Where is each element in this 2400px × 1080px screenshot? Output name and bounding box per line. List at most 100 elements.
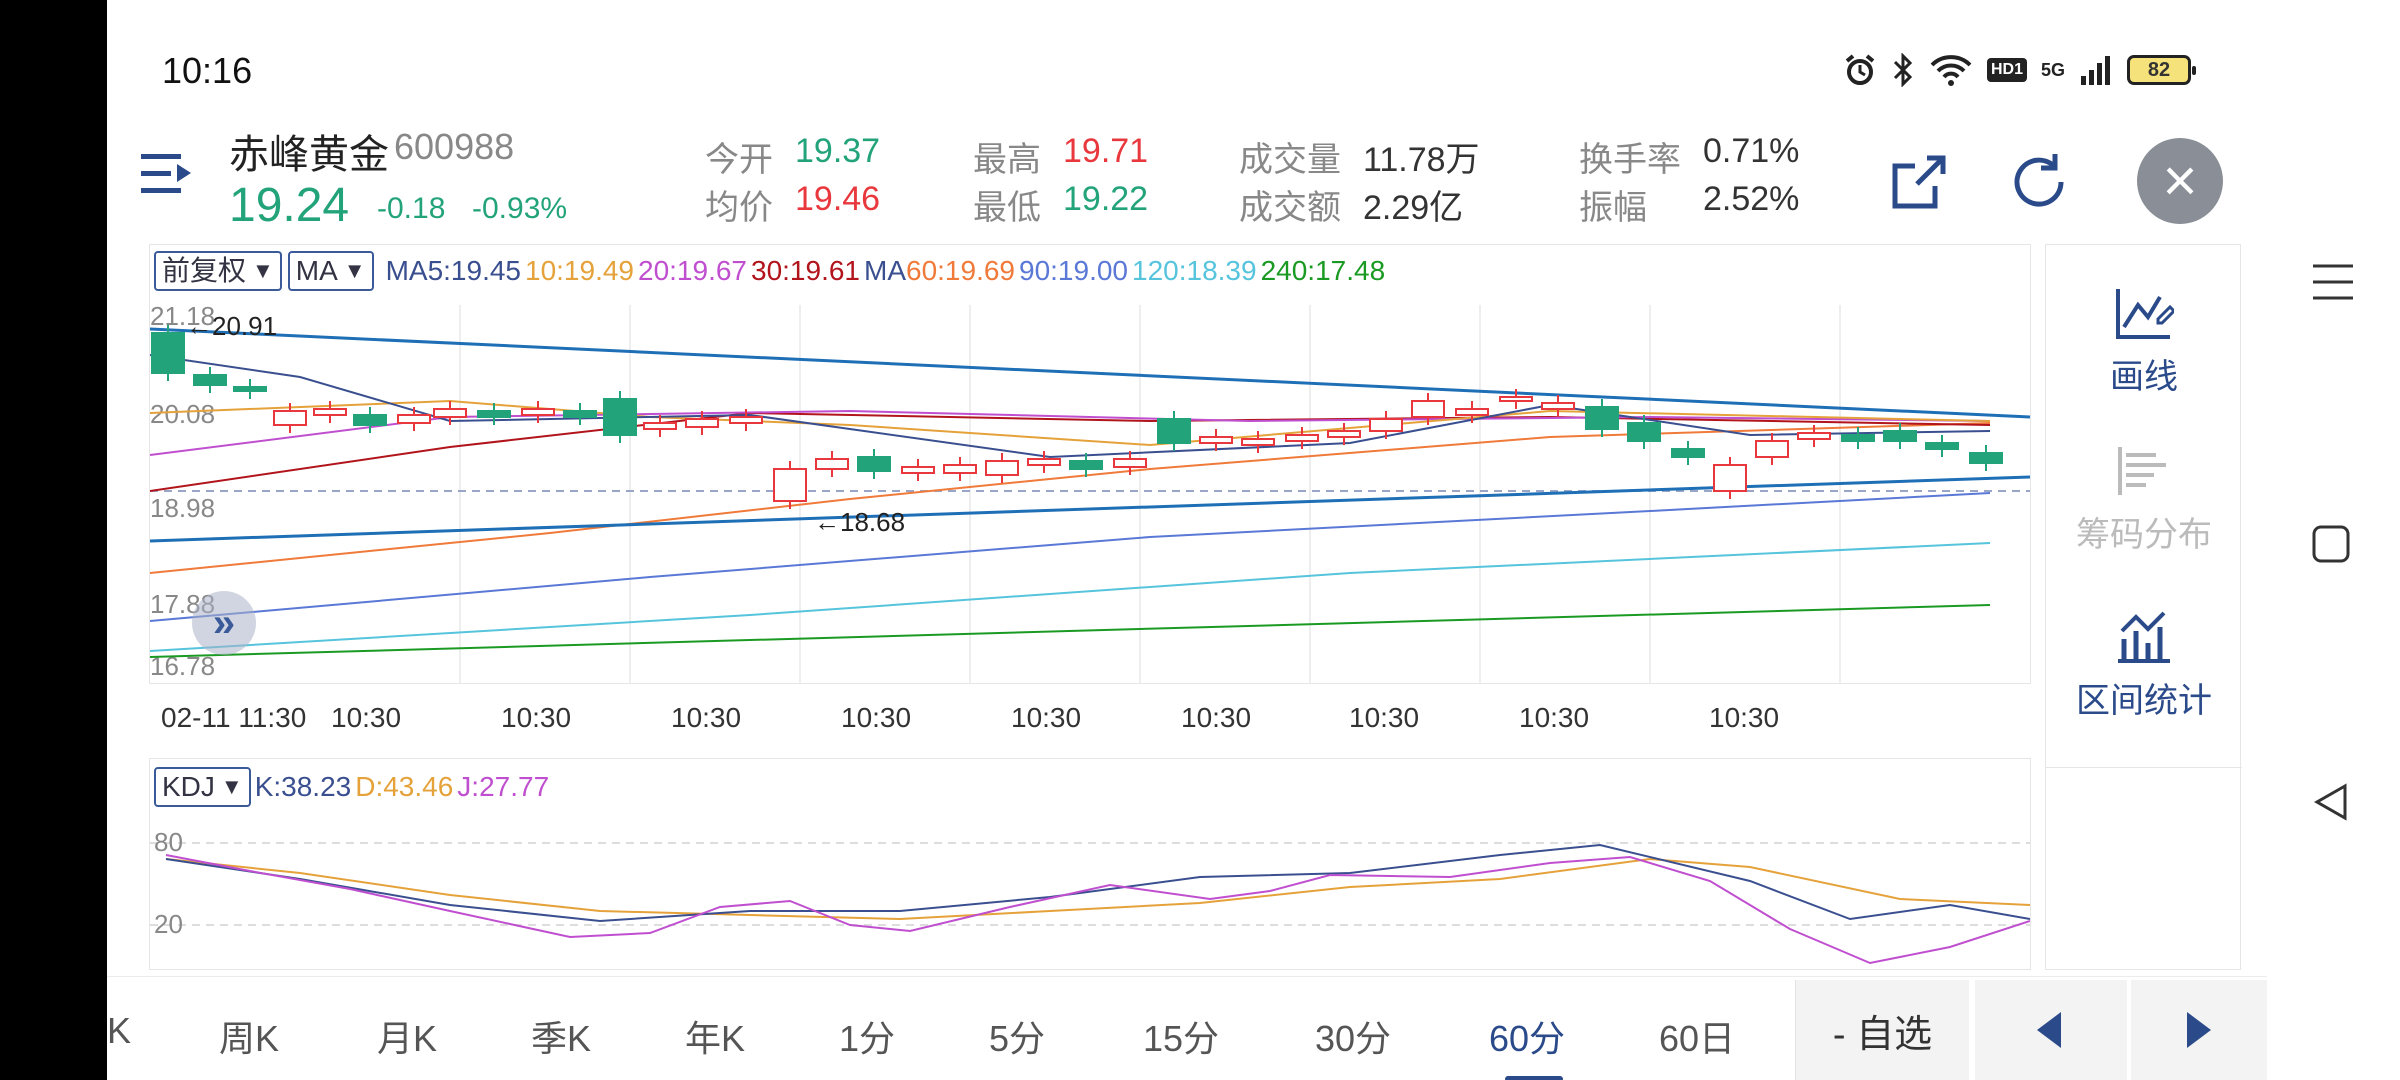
y-axis-label: 20.08 [150,399,215,429]
tab-1分[interactable]: 1分 [839,1018,896,1059]
candle-body [1797,432,1831,440]
time-axis-label: 02-11 11:30 [161,702,307,733]
min-price-marker: ←18.68 [814,507,905,537]
amplitude-label: 振幅 [1579,189,1647,227]
share-icon[interactable] [1887,150,1951,214]
candle-body [1241,438,1275,446]
kdj-select[interactable]: KDJ ▼ [154,767,251,807]
prev-stock-button[interactable] [1975,980,2127,1080]
time-axis: 02-11 11:30 10:30 10:30 10:30 10:30 10:30 10:3… [149,684,2031,754]
candle-body [1499,396,1533,402]
range-stats-icon [2118,611,2170,663]
candle-body [433,408,467,418]
tab-60日[interactable]: 60日 [1659,1018,1736,1059]
candle-body [815,458,849,470]
candle-body [1541,402,1575,410]
tab-季K[interactable]: 季K [531,1018,592,1059]
ma-line [150,422,1991,574]
avg-value: 19.46 [795,180,881,218]
high-label: 最高 [973,141,1041,179]
candle-body [1671,448,1705,458]
kdj-k-value: K:38.23 [254,771,352,802]
candle-body [1969,452,2003,464]
expand-button[interactable]: » [192,591,256,655]
y-axis-label: 21.18 [150,305,215,331]
system-nav-bar [2267,0,2400,1080]
chip-distribution-label: 筹码分布 [2076,516,2212,554]
kdj-plot: 80 20 [150,827,2030,965]
ma-legend-item: 10:19.49 [525,255,634,286]
range-stats-label: 区间统计 [2076,682,2212,720]
refresh-icon[interactable] [2007,150,2071,214]
indicator-select-value: MA [295,255,338,286]
trendline-lower [150,475,2030,543]
candle-body [603,398,637,436]
draw-line-button[interactable]: 画线 [2046,285,2242,398]
amount-value: 2.29亿 [1363,189,1464,227]
time-axis-label: 10:30 [671,702,742,733]
trendline-upper [150,327,2030,419]
open-label: 今开 [705,141,773,179]
close-button[interactable]: × [2137,138,2223,224]
candle-body [1925,442,1959,450]
triangle-left-icon [2037,1012,2061,1048]
battery-icon: 82 [2127,55,2196,85]
candle-body [643,422,677,430]
draw-line-icon [2116,289,2174,339]
kdj-chart[interactable]: KDJ ▼ K:38.23 D:43.46 J:27.77 80 20 [149,758,2031,970]
bluetooth-icon [1893,53,1913,87]
ma-legend: MA5:19.45 10:19.49 20:19.67 30:19.61 MA60:19… [386,255,1390,287]
tab-30分[interactable]: 30分 [1315,1018,1392,1059]
home-icon[interactable] [2311,524,2351,564]
tab-年K[interactable]: 年K [685,1018,746,1059]
candle-body [521,408,555,416]
amplitude-value: 2.52% [1703,180,1800,218]
next-stock-button[interactable] [2131,980,2267,1080]
kdj-y-label: 80 [154,827,183,857]
current-price: 19.24 [229,179,350,232]
candle-body [1455,408,1489,416]
close-icon: × [2162,147,2198,214]
tab-周K[interactable]: 周K [219,1018,280,1059]
price-change-pct: -0.93% [472,192,568,225]
kdj-select-value: KDJ [162,771,215,802]
adjust-select[interactable]: 前复权 ▼ [154,251,282,291]
candle-body [1157,418,1191,444]
ma-legend-item: 120:18.39 [1132,255,1257,286]
tab-60分[interactable]: 60分 [1489,1018,1566,1059]
status-time: 10:16 [162,50,253,91]
active-tab-indicator [1505,1076,1563,1080]
side-divider [2046,767,2242,768]
candle-body [1113,458,1147,468]
caret-down-icon: ▼ [220,774,243,799]
recent-apps-icon[interactable] [2311,262,2355,302]
time-axis-label: 10:30 [1011,702,1082,733]
candle-body [901,466,935,474]
back-icon[interactable] [2311,782,2351,822]
candle-body [985,460,1019,476]
tab-15分[interactable]: 15分 [1143,1018,1220,1059]
menu-icon[interactable] [139,146,195,202]
ma-legend-item: 90:19.00 [1019,255,1128,286]
range-stats-button[interactable]: 区间统计 [2046,609,2242,722]
max-price-marker: ←20.91 [186,311,277,341]
time-axis-label: 10:30 [501,702,572,733]
adjust-select-value: 前复权 [162,255,247,286]
tab-K[interactable]: K [107,1010,132,1051]
status-icons: HD1 5G 82 [1843,52,2196,88]
candle-body [1027,458,1061,466]
chip-distribution-button[interactable]: 筹码分布 [2046,443,2242,556]
candle-body [685,418,719,428]
amount-label: 成交额 [1239,189,1341,227]
remove-favorite-button[interactable]: - 自选 [1795,980,1969,1080]
open-value: 19.37 [795,132,881,170]
stock-name: 赤峰黄金 [229,133,389,177]
indicator-select[interactable]: MA ▼ [287,251,374,291]
triangle-right-icon [2187,1012,2211,1048]
candle-body [857,456,891,472]
tab-月K[interactable]: 月K [377,1018,438,1059]
candlestick-chart[interactable]: 前复权 ▼ MA ▼ MA5:19.45 10:19.49 20:19.67 30:19.… [149,244,2031,684]
tab-5分[interactable]: 5分 [989,1018,1046,1059]
kdj-j-line [165,854,2030,965]
